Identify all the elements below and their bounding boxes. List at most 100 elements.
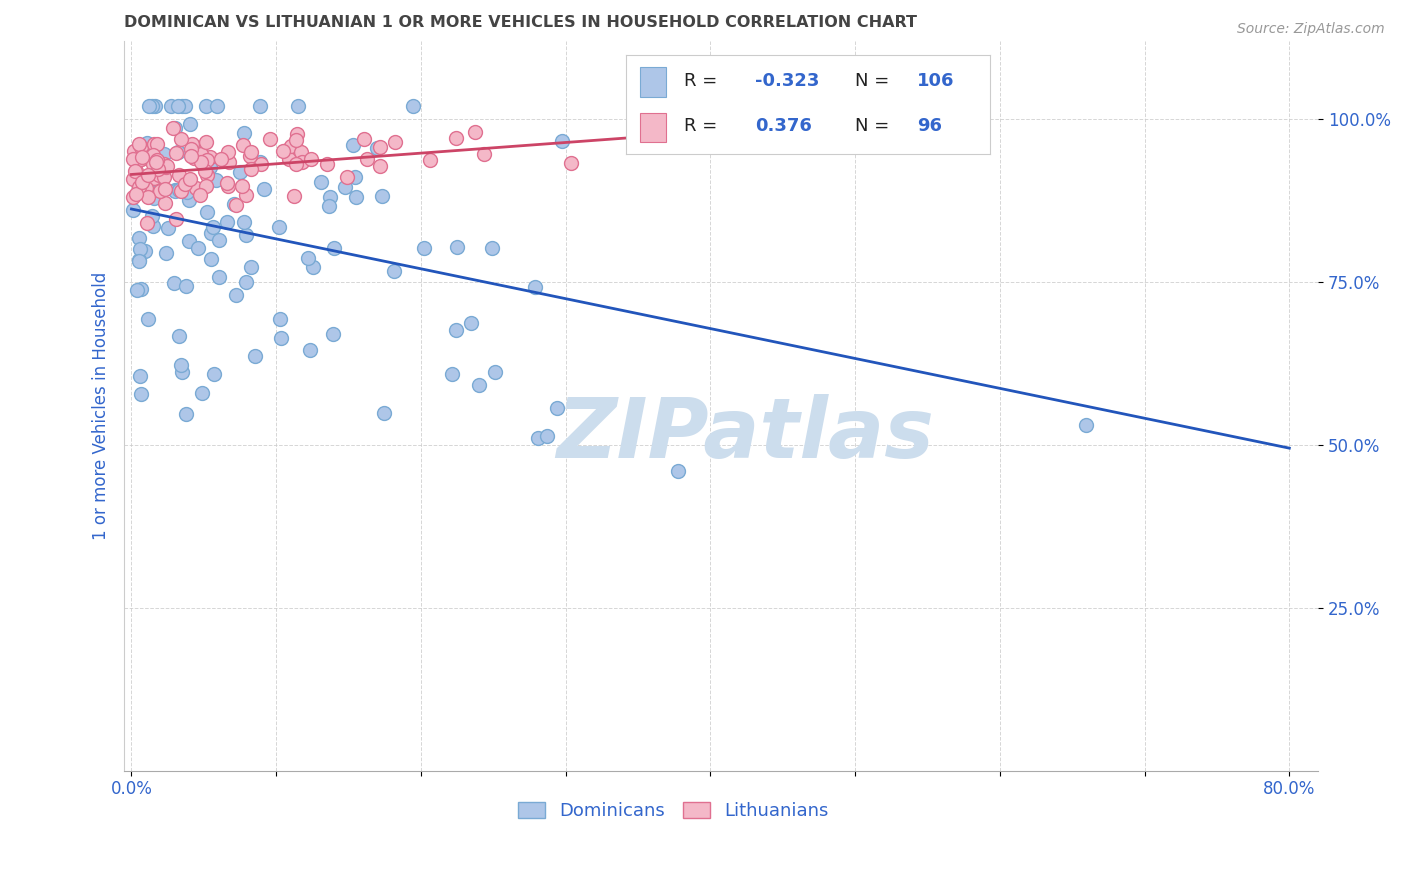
Point (205, 99, 228, 113)
Point (173, 177, 195, 191)
Point (316, 157, 339, 171)
Point (124, 144, 146, 158)
Point (233, 214, 256, 228)
Point (145, 155, 167, 169)
Point (148, 180, 170, 194)
Point (198, 150, 221, 164)
Point (205, 173, 228, 187)
Point (136, 190, 159, 204)
Point (170, 184, 193, 198)
Point (270, 331, 292, 345)
Point (373, 406, 395, 420)
Point (195, 135, 218, 149)
Point (122, 152, 145, 166)
Point (194, 164, 217, 178)
Point (148, 168, 170, 182)
Point (200, 160, 222, 174)
Point (371, 189, 394, 203)
Point (318, 198, 340, 212)
Point (225, 198, 247, 212)
Point (353, 132, 375, 146)
Point (402, 99, 425, 113)
Point (153, 146, 176, 161)
Point (322, 326, 344, 341)
Y-axis label: 1 or more Vehicles in Household: 1 or more Vehicles in Household (93, 272, 110, 540)
Point (174, 99, 197, 113)
Point (323, 241, 346, 255)
Point (129, 242, 152, 256)
Point (174, 279, 197, 293)
Point (142, 136, 165, 151)
Point (446, 240, 468, 254)
Point (217, 179, 239, 194)
Point (153, 157, 176, 171)
Point (218, 155, 240, 169)
Point (546, 401, 568, 416)
Point (319, 190, 342, 204)
Point (524, 279, 547, 293)
Point (181, 137, 204, 152)
Point (190, 155, 212, 169)
Point (249, 155, 271, 169)
Point (333, 179, 356, 194)
Point (285, 127, 308, 141)
Point (207, 269, 229, 284)
Point (135, 136, 157, 150)
Point (225, 288, 247, 302)
Point (166, 145, 188, 160)
Point (170, 359, 193, 373)
Point (228, 165, 250, 179)
Point (194, 99, 217, 113)
Point (143, 99, 166, 113)
Point (419, 153, 441, 167)
Point (138, 99, 160, 113)
Point (149, 184, 172, 198)
Point (165, 211, 187, 226)
Point (481, 241, 503, 255)
Point (176, 185, 198, 199)
Point (177, 194, 200, 208)
Point (536, 429, 558, 443)
Point (527, 431, 550, 445)
Point (243, 349, 266, 363)
Point (240, 145, 263, 160)
Point (129, 368, 152, 383)
Point (129, 387, 152, 401)
Point (131, 282, 153, 296)
Point (287, 99, 309, 113)
Point (167, 99, 190, 113)
Point (215, 176, 238, 190)
Text: ZIPatlas: ZIPatlas (557, 394, 934, 475)
Point (444, 131, 467, 145)
Point (195, 204, 218, 219)
Point (180, 149, 202, 163)
Point (122, 203, 145, 218)
Point (285, 133, 308, 147)
Point (344, 189, 367, 203)
Point (172, 365, 194, 379)
Point (249, 99, 271, 113)
Point (191, 385, 214, 400)
Point (200, 226, 222, 240)
Point (472, 147, 495, 161)
Point (160, 99, 183, 113)
Point (197, 169, 219, 183)
Point (122, 172, 145, 186)
Point (128, 231, 150, 245)
Point (468, 378, 491, 392)
Point (122, 190, 145, 204)
Point (235, 228, 257, 243)
Point (239, 161, 262, 176)
Point (187, 241, 209, 255)
Point (170, 99, 193, 113)
Point (128, 179, 150, 194)
Point (267, 219, 290, 234)
Point (194, 178, 217, 193)
Point (135, 181, 157, 195)
Text: Source: ZipAtlas.com: Source: ZipAtlas.com (1237, 22, 1385, 37)
Point (131, 175, 153, 189)
Point (249, 157, 271, 171)
Point (484, 365, 506, 379)
Point (128, 136, 150, 151)
Point (167, 183, 190, 197)
